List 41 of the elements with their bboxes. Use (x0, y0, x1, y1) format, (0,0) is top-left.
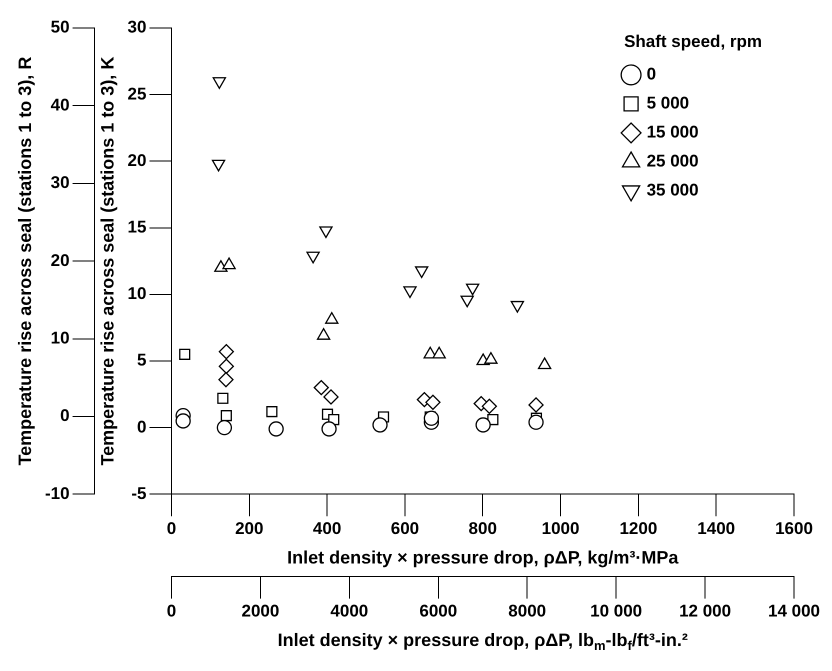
legend-title: Shaft speed, rpm (624, 32, 762, 52)
x2-tick-label: 10 000 (590, 601, 642, 620)
x2-tick-label: 4000 (330, 601, 368, 620)
legend-label: 5 000 (646, 94, 690, 113)
x-tick-label: 1000 (542, 519, 580, 538)
x-tick-label: 0 (166, 519, 176, 538)
x-axis-title: Inlet density × pressure drop, ρΔP, kg/m³·MPa (287, 548, 680, 568)
y-tick-label: 5 (137, 350, 146, 370)
y-tick-label: 20 (128, 150, 146, 170)
y-tick-label: 15 (128, 217, 146, 236)
y-tick-label: 10 (128, 284, 146, 304)
x2-tick-label: 14 000 (768, 601, 820, 620)
x2-tick-label: 12 000 (679, 601, 732, 620)
x-tick-label: 200 (235, 519, 264, 538)
x2-tick-label: 2000 (241, 601, 280, 620)
x-tick-label: 800 (468, 519, 497, 538)
y2-tick-label: 0 (60, 406, 70, 426)
x-tick-label: 400 (312, 519, 342, 538)
x-tick-label: 600 (390, 519, 420, 538)
y2-tick-label: -10 (44, 484, 70, 503)
y-tick-label: 25 (128, 84, 146, 104)
x2-tick-label: 8000 (508, 601, 546, 620)
legend-label: 0 (646, 64, 656, 84)
y2-axis-title: Temperature rise across seal (stations 1 to 3), R (14, 56, 35, 466)
legend-label: 25 000 (646, 152, 699, 171)
legend-label: 15 000 (646, 122, 699, 142)
y-tick-label: -5 (131, 484, 146, 503)
y2-tick-label: 20 (50, 250, 70, 270)
x2-tick-label: 6000 (419, 601, 458, 620)
y2-tick-label: 30 (50, 173, 70, 192)
y2-tick-label: 50 (50, 18, 70, 37)
y-axis-title: Temperature rise across seal (stations 1 to 3), K (98, 56, 118, 466)
y-tick-label: 0 (137, 417, 146, 436)
x-tick-label: 1400 (697, 519, 736, 538)
y-tick-label: 30 (128, 18, 146, 37)
legend-label: 35 000 (646, 180, 699, 200)
y2-tick-label: 10 (50, 328, 70, 348)
x-tick-label: 1600 (775, 519, 813, 538)
x2-tick-label: 0 (166, 601, 176, 620)
x-tick-label: 1200 (619, 519, 658, 538)
y2-tick-label: 40 (50, 95, 70, 114)
